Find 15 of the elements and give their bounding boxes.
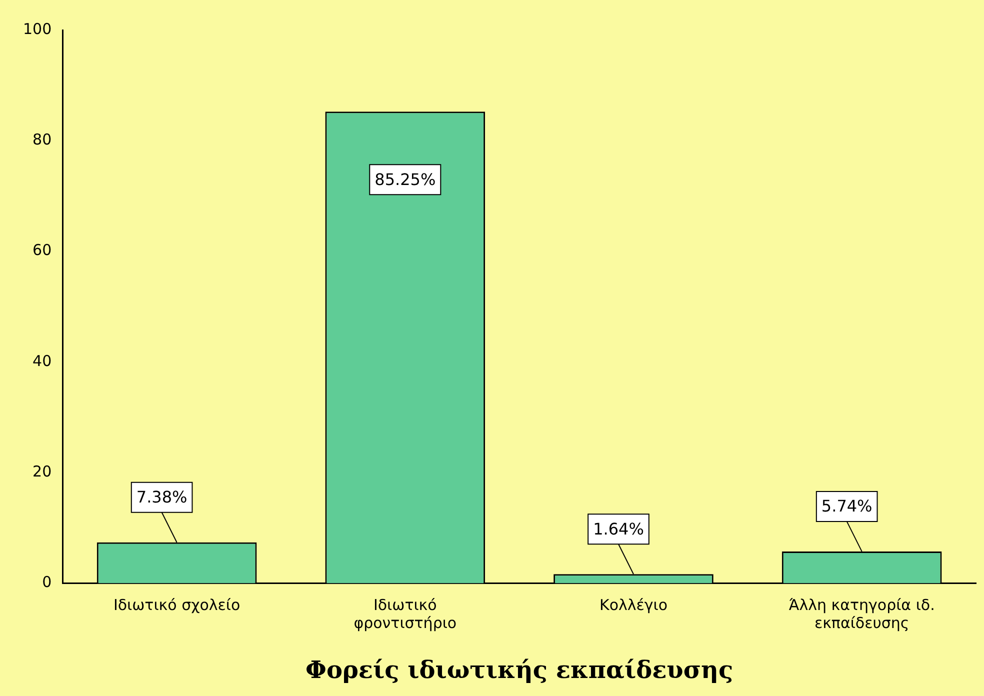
x-axis-title: Φορείς ιδιωτικής εκπαίδευσης [306,654,734,684]
y-tick-label: 80 [32,130,52,149]
y-tick-label: 60 [32,241,52,260]
x-tick-label: Κολλέγιο [599,596,668,614]
x-tick-label: Άλλη κατηγορία ιδ. εκπαίδευσης [788,596,935,632]
y-tick-label: 40 [32,352,52,370]
x-tick-label: Ιδιωτικό φροντιστήριο [354,596,457,632]
x-tick-label: Ιδιωτικό σχολείο [113,596,240,614]
data-label: 1.64% [593,519,644,538]
data-label: 85.25% [374,170,436,189]
y-tick-label: 100 [22,20,52,38]
y-tick-label: 0 [42,573,52,592]
data-label: 7.38% [136,488,188,507]
data-label: 5.74% [821,496,872,516]
y-tick-label: 20 [32,462,52,480]
